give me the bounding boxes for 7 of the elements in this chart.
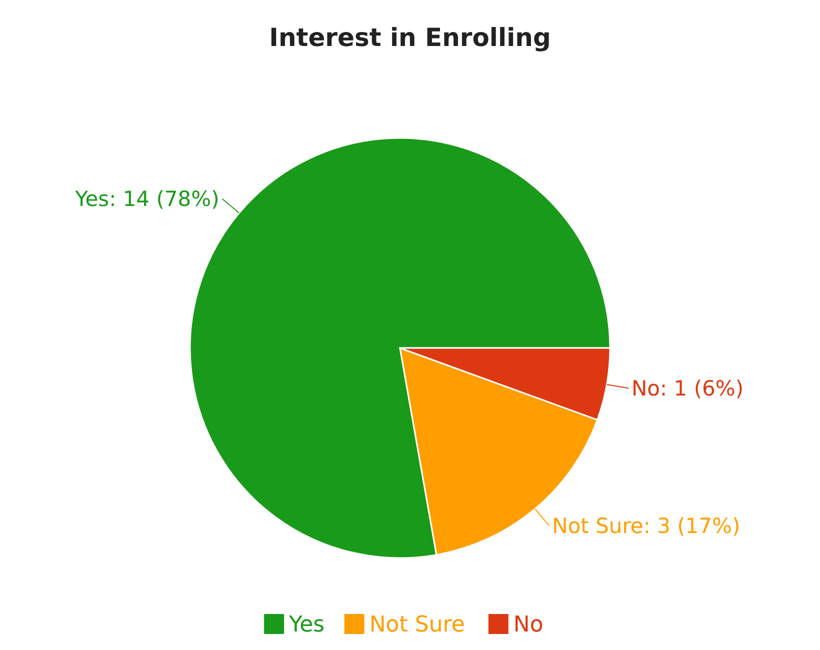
data-label: Not Sure: 3 (17%) — [552, 514, 740, 538]
legend-label: No — [513, 612, 544, 638]
chart-title: Interest in Enrolling — [269, 23, 551, 52]
legend-label: Not Sure — [369, 612, 465, 638]
legend-label: Yes — [288, 612, 325, 638]
data-label: Yes: 14 (78%) — [74, 187, 220, 212]
data-label: No: 1 (6%) — [631, 376, 744, 401]
